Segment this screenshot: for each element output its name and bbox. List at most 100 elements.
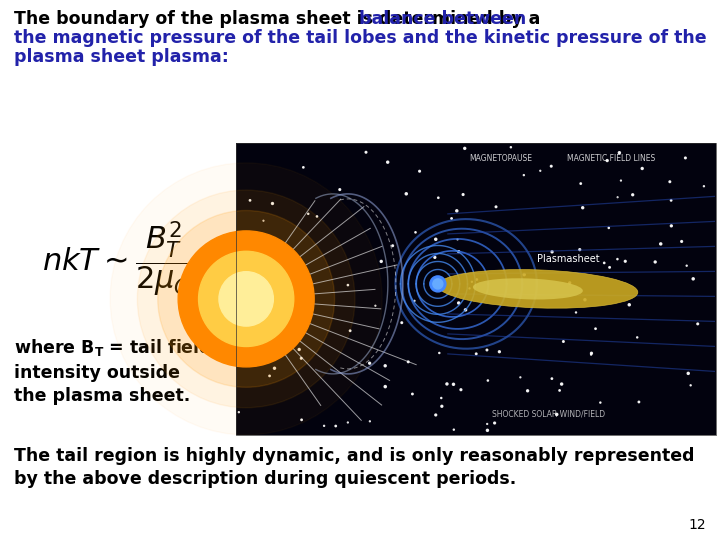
Point [612,255,624,264]
Point [577,204,588,212]
Point [342,281,354,289]
Point [681,261,693,270]
Point [410,228,421,237]
Point [685,381,696,390]
Text: 12: 12 [688,518,706,532]
Point [453,247,464,256]
Point [375,257,387,266]
Point [448,426,459,434]
Text: Plasmasheet: Plasmasheet [536,254,599,264]
Point [436,402,448,410]
Point [342,418,354,427]
Point [649,258,661,266]
Circle shape [138,190,355,408]
Text: MAGNETOPAUSE: MAGNETOPAUSE [469,154,532,163]
Point [318,422,330,430]
Point [534,166,546,175]
Point [382,158,393,166]
Point [302,210,314,218]
Circle shape [178,231,314,367]
Point [387,241,398,250]
Point [266,340,277,348]
Point [433,349,445,357]
Point [453,299,464,307]
Point [554,386,565,395]
Point [369,301,381,310]
Point [459,144,470,153]
Point [276,325,288,333]
Text: the magnetic pressure of the tail lobes and the kinetic pressure of the: the magnetic pressure of the tail lobes … [14,29,706,47]
Point [692,320,703,328]
Text: The boundary of the plasma sheet is determined by a: The boundary of the plasma sheet is dete… [14,10,546,28]
Point [688,274,699,283]
Point [364,359,375,368]
Point [295,354,307,363]
Point [433,193,444,202]
Point [258,359,270,367]
Point [407,390,418,399]
Point [457,190,469,199]
Point [664,178,675,186]
Point [364,417,376,426]
Point [574,245,585,254]
Point [590,325,601,333]
Point [334,185,346,194]
Point [266,199,278,208]
Point [482,376,494,385]
Text: $nkT \sim \dfrac{B_T^2}{2\mu_O}$: $nkT \sim \dfrac{B_T^2}{2\mu_O}$ [42,219,194,299]
Point [296,415,307,424]
Point [627,191,639,199]
Point [297,163,309,172]
Point [556,380,567,388]
Point [494,347,505,356]
Point [490,202,502,211]
Point [471,275,482,284]
Point [601,156,613,165]
Point [612,193,624,201]
Text: balance between: balance between [359,10,527,28]
Point [344,326,356,335]
Point [546,374,558,383]
Point [518,271,530,279]
Point [430,235,441,244]
Point [570,308,582,317]
Polygon shape [236,143,716,435]
Ellipse shape [473,278,582,300]
Point [665,221,677,230]
Point [451,235,463,244]
Point [633,397,644,406]
Point [676,237,688,246]
Point [470,349,482,358]
Point [619,257,631,266]
Point [294,345,305,354]
Text: MAGNETIC FIELD LINES: MAGNETIC FIELD LINES [567,154,655,163]
Point [233,408,245,416]
Point [613,148,625,157]
Point [585,349,597,357]
Point [698,182,710,191]
Circle shape [430,276,446,292]
Circle shape [219,272,274,326]
Point [482,420,493,428]
Point [430,410,441,419]
Text: plasma sheet plasma:: plasma sheet plasma: [14,48,229,66]
Point [489,418,500,427]
Point [551,410,562,418]
Point [455,386,467,394]
Circle shape [158,211,335,387]
Point [269,364,280,373]
Point [481,346,492,354]
Point [360,148,372,157]
Point [546,162,557,171]
Circle shape [199,251,294,347]
Point [579,295,590,304]
Text: where $\mathbf{B_T}$ = tail field
intensity outside
the plasma sheet.: where $\mathbf{B_T}$ = tail field intens… [14,337,212,406]
Point [603,224,615,232]
Point [264,372,275,380]
Point [414,167,426,176]
Point [564,279,575,287]
Point [505,143,517,152]
Point [665,196,677,205]
Point [446,214,457,223]
Point [655,240,667,248]
